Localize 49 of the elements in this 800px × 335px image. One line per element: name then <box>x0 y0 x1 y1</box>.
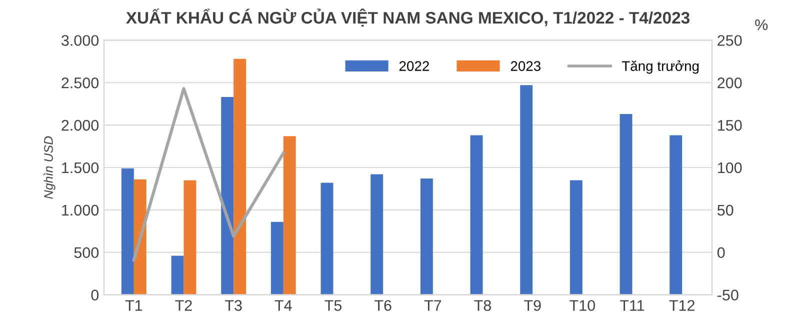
bar <box>134 179 146 295</box>
y2-tick-label: 200 <box>718 78 742 88</box>
x-tick-label: T7 <box>424 300 442 311</box>
bar <box>620 114 632 295</box>
y2-tick-label: 50 <box>717 204 734 216</box>
y2-tick-label: 0 <box>717 247 725 258</box>
legend-label: 2022 <box>399 61 429 71</box>
y-tick-label: 1.500 <box>62 162 99 174</box>
x-tick-label: T1 <box>125 300 142 311</box>
bar <box>270 222 284 295</box>
x-tick-label: T5 <box>324 300 342 311</box>
y-tick-label: 500 <box>74 247 99 258</box>
bar <box>221 97 234 295</box>
y2-tick-label: 150 <box>718 120 742 131</box>
x-tick-label: T10 <box>570 300 595 311</box>
x-tick-label: T9 <box>524 300 541 311</box>
x-tick-label: T6 <box>374 300 392 311</box>
bar <box>570 180 582 295</box>
x-tick-label: T8 <box>474 300 492 311</box>
line-series <box>132 87 285 262</box>
y2-tick-label: 250 <box>718 35 742 46</box>
x-tick-label: T2 <box>175 300 192 311</box>
y-tick-label: 1.000 <box>62 204 99 216</box>
y2-tick-label: 100 <box>718 162 742 174</box>
y-tick-label: 3.000 <box>61 35 99 46</box>
bar <box>420 178 433 295</box>
bar <box>520 85 533 295</box>
x-tick-label: T11 <box>620 300 644 311</box>
legend-label: 2023 <box>510 61 540 71</box>
x-tick-label: T3 <box>225 300 242 311</box>
y-axis-title: Nghìn USD <box>44 136 56 199</box>
x-tick-label: T12 <box>669 300 694 311</box>
bar <box>121 168 134 295</box>
bar <box>283 136 296 295</box>
legend-label: Tăng trưởng <box>622 60 699 74</box>
y2-tick-label: -50 <box>718 290 738 300</box>
bar <box>320 182 334 295</box>
y2-axis-title: % <box>755 19 768 30</box>
y-tick-label: 2.000 <box>62 120 99 131</box>
bar <box>184 180 196 295</box>
bar <box>234 58 246 295</box>
bar <box>670 135 682 295</box>
y-tick-label: 2.500 <box>62 78 99 88</box>
chart-title: XUẤT KHẨU CÁ NGỪ CỦA VIỆT NAM SANG MEXICO, T1/2022 - T4/2023 <box>126 8 690 27</box>
bar <box>171 256 184 295</box>
bar <box>470 135 483 295</box>
bar <box>370 174 384 295</box>
x-tick-label: T4 <box>274 300 292 311</box>
y-tick-label: 0 <box>91 290 99 300</box>
